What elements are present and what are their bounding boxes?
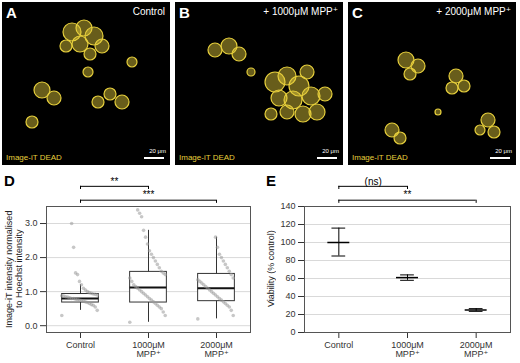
html-text:20 μm: 20 μm: [322, 148, 339, 154]
html-text:Image-iT DEAD: Image-iT DEAD: [179, 153, 235, 162]
svg-text:0: 0: [290, 327, 295, 337]
svg-text:120: 120: [280, 219, 295, 229]
html-text:B: B: [179, 4, 190, 21]
html-text:A: A: [6, 4, 17, 21]
svg-text:20: 20: [285, 309, 295, 319]
html-text:20 μm: 20 μm: [149, 148, 166, 154]
html-text:+ 2000μM MPP⁺: + 2000μM MPP⁺: [436, 6, 511, 17]
svg-text:1000μMMPP⁺: 1000μMMPP⁺: [391, 340, 424, 359]
svg-text:Control: Control: [66, 340, 95, 350]
svg-text:40: 40: [285, 291, 295, 301]
svg-text:60: 60: [285, 273, 295, 283]
svg-text:**: **: [111, 176, 119, 187]
svg-text:3.0: 3.0: [25, 218, 38, 228]
html-text:20 μm: 20 μm: [495, 148, 512, 154]
html-text:Image-iT intensity normalised: Image-iT intensity normalised to Hoechst…: [4, 210, 24, 328]
html-text:Control: Control: [132, 6, 165, 17]
svg-text:0.0: 0.0: [25, 321, 38, 331]
html-text:C: C: [352, 4, 363, 21]
svg-text:2000μMMPP⁺: 2000μMMPP⁺: [200, 340, 233, 359]
html-text:Viability (% control): Viability (% control): [266, 230, 276, 308]
svg-text:100: 100: [280, 237, 295, 247]
svg-text:(ns): (ns): [365, 176, 382, 187]
html-text:Image-iT DEAD: Image-iT DEAD: [6, 153, 62, 162]
svg-text:140: 140: [280, 201, 295, 211]
svg-text:***: ***: [143, 189, 155, 200]
svg-text:**: **: [404, 189, 412, 200]
svg-text:2000μMMPP⁺: 2000μMMPP⁺: [460, 340, 493, 359]
svg-text:1.0: 1.0: [25, 287, 38, 297]
html-text:Image-iT DEAD: Image-iT DEAD: [352, 153, 408, 162]
html-text:+ 1000μM MPP⁺: + 1000μM MPP⁺: [263, 6, 338, 17]
svg-text:80: 80: [285, 255, 295, 265]
svg-text:1000μMMPP⁺: 1000μMMPP⁺: [132, 340, 165, 359]
html-text:E: E: [266, 172, 276, 189]
html-text:D: D: [4, 172, 15, 189]
svg-text:2.0: 2.0: [25, 252, 38, 262]
svg-text:Control: Control: [324, 340, 353, 350]
